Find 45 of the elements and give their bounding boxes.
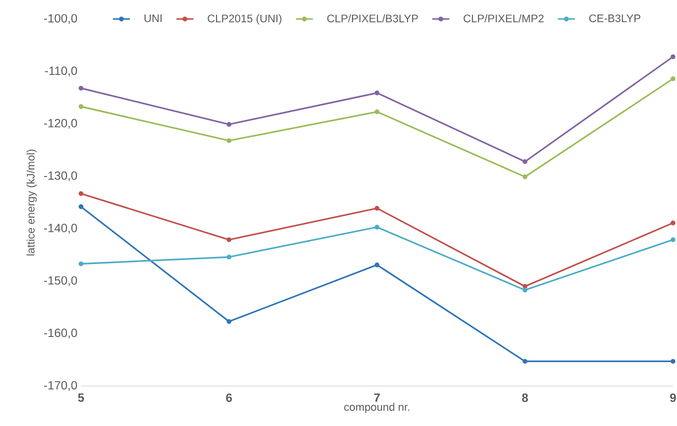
- point: [78, 86, 84, 91]
- point: [522, 288, 528, 292]
- point: [226, 138, 232, 144]
- y-tick-label: -140,0: [44, 224, 78, 234]
- x-tick-label: 9: [670, 394, 676, 402]
- point: [522, 358, 528, 364]
- point: [670, 54, 676, 60]
- point: [374, 90, 380, 96]
- y-tick-label: -170,0: [44, 381, 78, 391]
- legend-label: CE-B3LYP: [589, 14, 640, 22]
- y-tick-label: -160,0: [44, 328, 78, 339]
- y-tick-label: -100,0: [44, 14, 78, 24]
- point: [78, 204, 84, 210]
- x-tick-label: 7: [374, 394, 380, 402]
- point: [374, 109, 380, 114]
- legend-label: UNI: [144, 14, 162, 22]
- point: [374, 262, 380, 268]
- point: [226, 319, 232, 324]
- point: [226, 122, 232, 127]
- x-tick-label: 6: [226, 394, 232, 402]
- point: [670, 358, 676, 364]
- y-tick-label: -110,0: [45, 66, 78, 76]
- y-tick-label: -150,0: [44, 276, 78, 286]
- legend-label: CLP/PIXEL/MP2: [464, 14, 544, 22]
- point: [78, 191, 84, 196]
- legend-label: CLP2015 (UNI): [208, 14, 282, 24]
- point: [374, 224, 380, 230]
- point: [522, 159, 528, 164]
- point: [522, 284, 528, 289]
- point: [78, 261, 84, 266]
- point: [374, 206, 380, 211]
- point: [78, 104, 84, 109]
- point: [670, 76, 676, 82]
- point: [522, 174, 528, 180]
- y-tick-label: -120,0: [44, 118, 78, 129]
- y-axis-title: lattice energy (kJ/mol): [26, 150, 37, 256]
- x-axis-title: compound nr.: [344, 402, 410, 414]
- point: [670, 237, 676, 242]
- point: [226, 237, 232, 242]
- x-tick-label: 5: [78, 394, 84, 402]
- x-tick-label: 8: [522, 394, 528, 402]
- y-tick-label: -130,0: [44, 171, 78, 182]
- legend-label: CLP/PIXEL/B3LYP: [327, 14, 418, 22]
- point: [670, 220, 676, 226]
- point: [226, 254, 232, 260]
